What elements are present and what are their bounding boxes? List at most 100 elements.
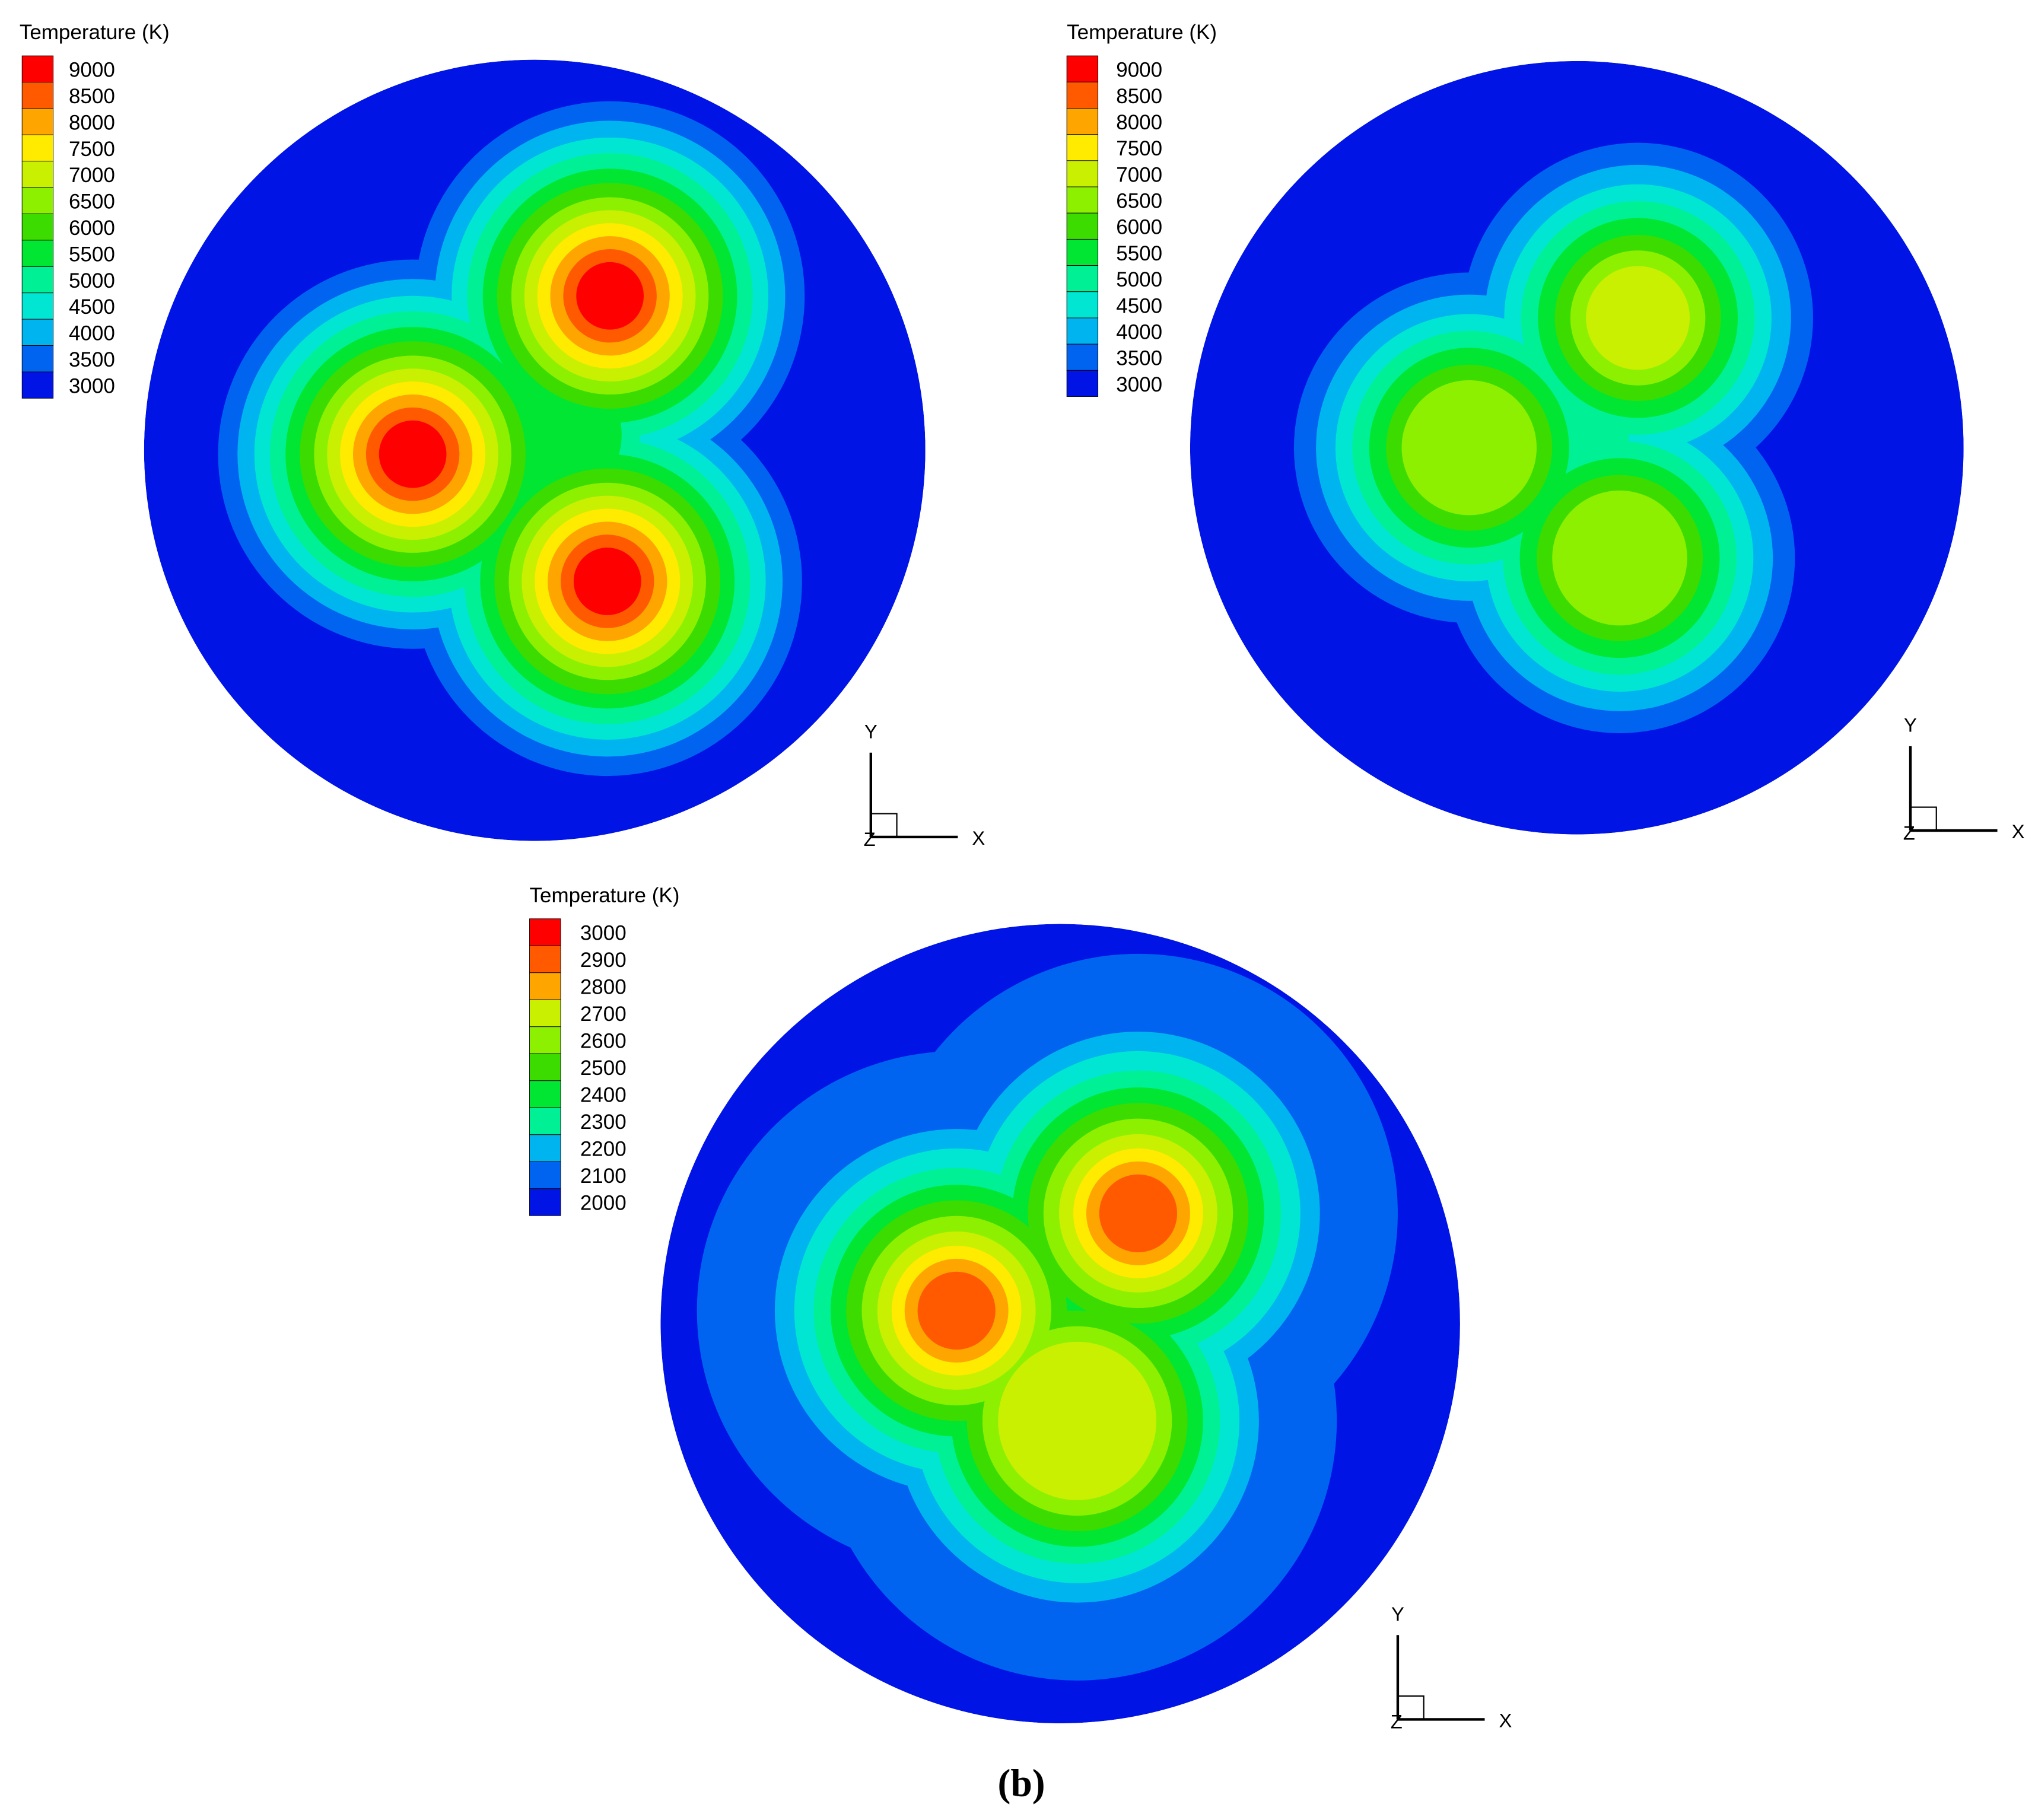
legend-label: 2100 bbox=[580, 1164, 627, 1188]
legend-label: 4500 bbox=[69, 295, 115, 319]
legend-label: 4000 bbox=[69, 322, 115, 345]
legend-label: 2200 bbox=[580, 1137, 627, 1160]
legend-swatch bbox=[529, 1134, 561, 1162]
legend-label: 7500 bbox=[69, 138, 115, 161]
contour-band bbox=[576, 262, 644, 330]
legend-label: 4500 bbox=[1116, 294, 1162, 317]
legend-swatch bbox=[1066, 291, 1099, 319]
legend-swatch bbox=[529, 1188, 561, 1216]
legend-swatch bbox=[529, 918, 561, 946]
contour-plot bbox=[660, 924, 1460, 1724]
legend-swatch bbox=[529, 972, 561, 1000]
legend-swatch bbox=[21, 319, 54, 346]
legend-label: 3000 bbox=[580, 921, 627, 944]
legend-label: 3500 bbox=[1116, 347, 1162, 370]
legend-swatch bbox=[21, 82, 54, 109]
legend-label: 6500 bbox=[1116, 190, 1162, 213]
legend-label: 2800 bbox=[580, 975, 627, 998]
legend-swatch bbox=[1066, 370, 1099, 397]
contour-band bbox=[1099, 1174, 1178, 1252]
legend-label: 5000 bbox=[69, 269, 115, 292]
legend-title: Temperature (K) bbox=[530, 884, 680, 907]
axis-z-label: Z bbox=[1903, 822, 1915, 844]
legend-title: Temperature (K) bbox=[20, 21, 170, 44]
legend-swatch bbox=[529, 1053, 561, 1081]
legend-label: 6000 bbox=[1116, 216, 1162, 239]
legend-swatch bbox=[1066, 108, 1099, 135]
axis-y-label: Y bbox=[864, 721, 877, 743]
legend-swatch bbox=[1066, 81, 1099, 109]
legend-label: 2900 bbox=[580, 949, 627, 972]
legend-swatch bbox=[21, 55, 54, 82]
legend-swatch bbox=[21, 134, 54, 162]
legend-label: 2600 bbox=[580, 1029, 627, 1052]
axis-y-label: Y bbox=[1904, 714, 1917, 736]
legend-label: 2400 bbox=[580, 1083, 627, 1106]
contour-plot bbox=[1190, 61, 1964, 835]
legend-label: 6500 bbox=[69, 190, 115, 214]
contour-band bbox=[998, 1341, 1157, 1500]
contour-band bbox=[573, 548, 641, 615]
axis-z-box bbox=[1397, 1695, 1424, 1720]
legend-label: 8500 bbox=[1116, 85, 1162, 108]
legend-title: Temperature (K) bbox=[1067, 21, 1217, 44]
legend-label: 8000 bbox=[69, 111, 115, 134]
legend-swatch bbox=[1066, 212, 1099, 240]
contour-band bbox=[379, 420, 447, 488]
legend-swatch bbox=[529, 1080, 561, 1108]
legend-label: 7500 bbox=[1116, 137, 1162, 160]
legend-swatch bbox=[529, 945, 561, 973]
axis-z-label: Z bbox=[1391, 1711, 1403, 1733]
legend-swatch bbox=[21, 371, 54, 399]
axis-x-label: X bbox=[972, 827, 985, 849]
legend-label: 3500 bbox=[69, 348, 115, 371]
legend-swatch bbox=[21, 345, 54, 373]
legend-label: 7000 bbox=[69, 164, 115, 187]
legend-label: 5000 bbox=[1116, 268, 1162, 291]
axis-x-label: X bbox=[1499, 1710, 1512, 1732]
legend-label: 2300 bbox=[580, 1111, 627, 1134]
legend-swatch bbox=[1066, 55, 1099, 82]
legend-label: 9000 bbox=[69, 59, 115, 82]
contour-plot bbox=[144, 59, 926, 841]
legend-label: 8000 bbox=[1116, 111, 1162, 134]
legend-swatch bbox=[1066, 186, 1099, 214]
legend-swatch bbox=[1066, 317, 1099, 345]
legend-swatch bbox=[1066, 343, 1099, 371]
legend-label: 2500 bbox=[580, 1057, 627, 1080]
legend-swatch bbox=[21, 108, 54, 135]
legend-label: 2000 bbox=[580, 1191, 627, 1214]
legend-swatch bbox=[21, 161, 54, 188]
legend-swatch bbox=[21, 214, 54, 241]
legend-label: 8500 bbox=[69, 85, 115, 108]
legend-swatch bbox=[529, 1107, 561, 1135]
contour-band bbox=[917, 1271, 996, 1350]
legend-swatch bbox=[1066, 160, 1099, 187]
legend-swatch bbox=[1066, 134, 1099, 161]
legend-swatch bbox=[1066, 238, 1099, 266]
legend-label: 9000 bbox=[1116, 59, 1162, 82]
caption: (b) bbox=[997, 1762, 1045, 1805]
axis-y-label: Y bbox=[1391, 1603, 1404, 1625]
legend-label: 5500 bbox=[1116, 242, 1162, 265]
axis-x-label: X bbox=[2012, 820, 2025, 842]
legend-swatch bbox=[1066, 265, 1099, 292]
legend-swatch bbox=[529, 1161, 561, 1189]
axis-z-box bbox=[1909, 806, 1937, 832]
legend-swatch bbox=[21, 266, 54, 294]
contour-band bbox=[1586, 266, 1690, 370]
legend-label: 5500 bbox=[69, 243, 115, 266]
legend-label: 2700 bbox=[580, 1003, 627, 1026]
legend-label: 7000 bbox=[1116, 163, 1162, 186]
axis-z-box bbox=[870, 813, 898, 838]
legend-label: 3000 bbox=[1116, 373, 1162, 396]
legend-label: 3000 bbox=[69, 374, 115, 397]
axis-z-label: Z bbox=[864, 828, 876, 850]
legend-swatch bbox=[529, 999, 561, 1027]
contour-band bbox=[1552, 490, 1687, 626]
legend-swatch bbox=[21, 292, 54, 320]
legend-label: 6000 bbox=[69, 217, 115, 240]
legend-label: 4000 bbox=[1116, 320, 1162, 343]
